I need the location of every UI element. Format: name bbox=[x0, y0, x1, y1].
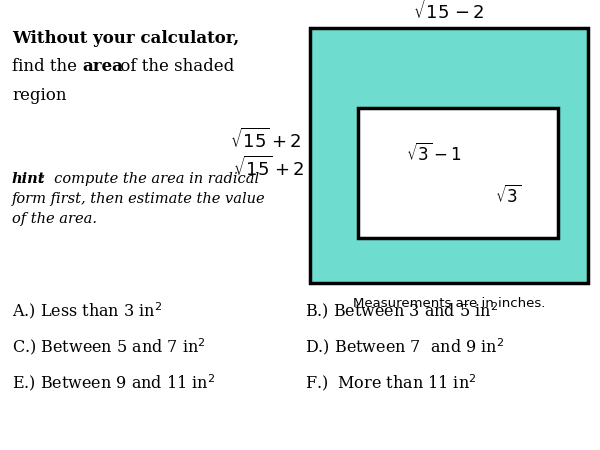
Text: hint: hint bbox=[12, 172, 46, 186]
Text: $\sqrt{15} + 2$: $\sqrt{15} + 2$ bbox=[233, 156, 305, 180]
Text: $\sqrt{3}$: $\sqrt{3}$ bbox=[495, 185, 521, 207]
Text: A.) Less than 3 in$^{2}$: A.) Less than 3 in$^{2}$ bbox=[12, 300, 162, 321]
Text: form first, then estimate the value: form first, then estimate the value bbox=[12, 192, 266, 206]
Text: of the area.: of the area. bbox=[12, 212, 97, 226]
Bar bbox=[358, 108, 558, 238]
Text: $\sqrt{3} - 1$: $\sqrt{3} - 1$ bbox=[406, 143, 462, 165]
Text: E.) Between 9 and 11 in$^{2}$: E.) Between 9 and 11 in$^{2}$ bbox=[12, 372, 215, 393]
Text: :  compute the area in radical: : compute the area in radical bbox=[40, 172, 259, 186]
Text: C.) Between 5 and 7 in$^{2}$: C.) Between 5 and 7 in$^{2}$ bbox=[12, 336, 206, 357]
Text: F.)  More than 11 in$^{2}$: F.) More than 11 in$^{2}$ bbox=[305, 372, 476, 393]
Text: area: area bbox=[82, 58, 123, 75]
Text: Measurements are in inches.: Measurements are in inches. bbox=[353, 297, 545, 310]
Text: region: region bbox=[12, 87, 67, 104]
Text: of the shaded: of the shaded bbox=[115, 58, 234, 75]
Text: D.) Between 7  and 9 in$^{2}$: D.) Between 7 and 9 in$^{2}$ bbox=[305, 336, 504, 357]
Bar bbox=[310, 28, 588, 283]
Text: find the: find the bbox=[12, 58, 82, 75]
Text: $\sqrt{15} + 2$: $\sqrt{15} + 2$ bbox=[230, 128, 302, 152]
Text: $\sqrt{15} - 2$: $\sqrt{15} - 2$ bbox=[413, 0, 485, 23]
Text: Without your calculator,: Without your calculator, bbox=[12, 30, 239, 47]
Text: B.) Between 3 and 5 in$^{2}$: B.) Between 3 and 5 in$^{2}$ bbox=[305, 300, 498, 321]
